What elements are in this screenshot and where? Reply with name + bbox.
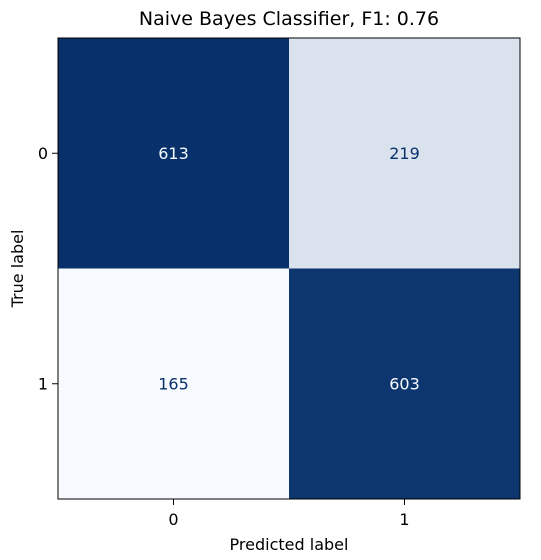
heatmap-cell bbox=[58, 38, 290, 269]
cell-value-label: 603 bbox=[389, 374, 420, 393]
heatmap-cells: 613 219 165 603 bbox=[58, 38, 521, 500]
heatmap-cell bbox=[289, 268, 521, 500]
heatmap-cell bbox=[58, 268, 290, 500]
cell-value-label: 219 bbox=[389, 144, 420, 163]
x-axis-label: Predicted label bbox=[230, 535, 349, 554]
y-tick-label: 0 bbox=[38, 144, 48, 163]
y-axis-label: True label bbox=[8, 230, 27, 309]
cell-value-label: 165 bbox=[158, 374, 189, 393]
x-tick-label: 0 bbox=[168, 510, 178, 529]
cell-value-label: 613 bbox=[158, 144, 189, 163]
chart-title: Naive Bayes Classifier, F1: 0.76 bbox=[139, 8, 439, 30]
plot-frame bbox=[57, 37, 521, 500]
x-tick-label: 1 bbox=[399, 510, 409, 529]
y-tick-label: 1 bbox=[38, 374, 48, 393]
axis-ticks: 0 1 0 1 bbox=[38, 144, 410, 529]
heatmap-cell bbox=[289, 38, 521, 269]
